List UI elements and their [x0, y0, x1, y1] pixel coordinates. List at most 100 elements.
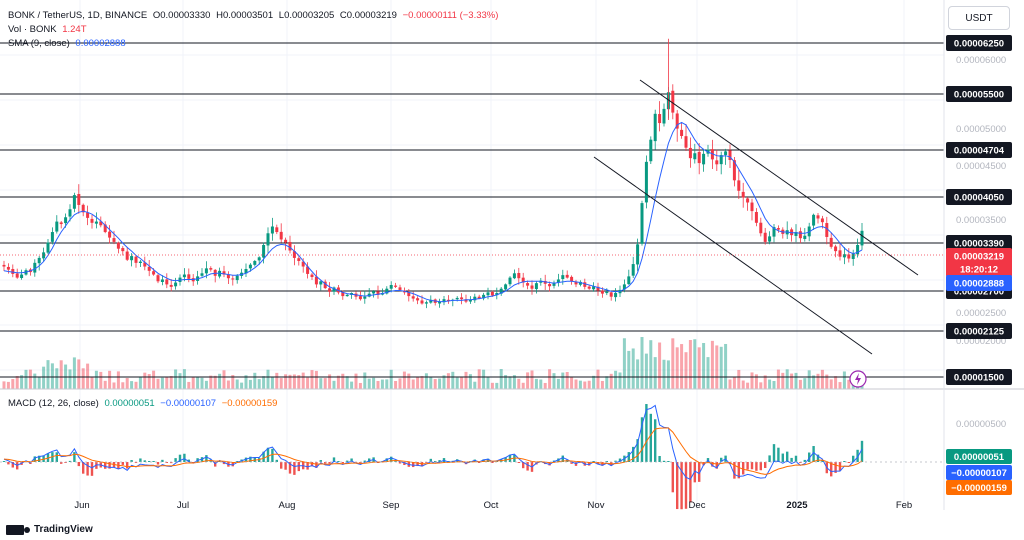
volume-bar: [99, 371, 103, 389]
level-label: 0.00005500: [954, 90, 1004, 101]
volume-bar: [812, 375, 816, 389]
macd-histogram-bar: [2, 461, 6, 462]
macd-histogram-bar: [403, 462, 406, 466]
volume-bar: [367, 378, 371, 389]
volume-bar: [622, 338, 626, 389]
volume-bar: [121, 382, 125, 389]
volume-bar: [675, 347, 679, 389]
candle-body: [156, 275, 160, 282]
lightning-icon[interactable]: [849, 370, 867, 388]
macd-histogram-bar: [319, 460, 322, 462]
signal-legend-value: −0.00000107: [160, 398, 217, 409]
volume-bar: [658, 342, 662, 389]
candle-body: [222, 271, 226, 275]
candle-body: [2, 264, 6, 267]
volume-bar: [556, 378, 560, 389]
volume-bar: [530, 370, 534, 389]
symbol-name[interactable]: BONK / TetherUS, 1D, BINANCE: [8, 10, 148, 21]
macd-histogram-bar: [812, 446, 815, 462]
volume-bar: [662, 359, 666, 389]
candle-body: [684, 136, 688, 148]
volume-label[interactable]: Vol · BONK: [8, 24, 57, 35]
candle-body: [138, 261, 142, 263]
candle-body: [675, 113, 679, 129]
volume-bar: [702, 342, 706, 389]
candle-body: [548, 284, 552, 287]
candle-body: [385, 288, 389, 294]
candle-body: [614, 293, 618, 298]
candle-body: [68, 209, 72, 217]
volume-bar: [196, 376, 200, 389]
volume-bar: [209, 375, 213, 389]
sma-label[interactable]: SMA (9, close): [8, 38, 70, 49]
macd-histogram-bar: [271, 448, 274, 462]
macd-histogram-bar: [183, 453, 186, 462]
candle-body: [534, 283, 538, 290]
tradingview-logo[interactable]: TradingView: [6, 524, 93, 535]
close-value: C0.00003219: [339, 10, 397, 21]
macd-histogram-bar: [614, 460, 617, 462]
time-tick-label: Jul: [177, 500, 189, 511]
macd-label[interactable]: MACD (12, 26, close): [8, 398, 99, 409]
volume-bar: [552, 373, 556, 389]
macd-histogram-bar: [280, 462, 283, 469]
candle-body: [416, 298, 420, 301]
volume-bar: [363, 372, 367, 389]
candle-body: [561, 275, 565, 280]
candle-body: [640, 203, 644, 244]
volume-bar: [50, 363, 54, 389]
macd-histogram-bar: [262, 451, 265, 462]
volume-bar: [521, 382, 525, 389]
macd-histogram-bar: [7, 462, 10, 465]
volume-bar: [187, 381, 191, 389]
macd-histogram-bar: [522, 462, 525, 469]
volume-bar: [116, 371, 120, 389]
volume-bar: [11, 379, 15, 389]
volume-bar: [2, 381, 6, 389]
currency-button[interactable]: USDT: [948, 6, 1010, 30]
candle-body: [42, 252, 46, 259]
volume-bar: [517, 378, 521, 389]
volume-bar: [666, 360, 670, 389]
macd-histogram-bar: [134, 462, 138, 463]
volume-bar: [600, 380, 604, 389]
macd-histogram-bar: [790, 457, 793, 462]
candle-body: [244, 268, 248, 274]
candle-body: [165, 279, 169, 285]
macd-histogram-bar: [834, 462, 837, 473]
macd-histogram-bar: [482, 459, 485, 462]
macd-histogram-bar: [434, 461, 437, 462]
candle-body: [803, 235, 807, 239]
candle-body: [116, 242, 120, 249]
candle-body: [424, 302, 428, 304]
volume-bar: [46, 360, 50, 389]
candle-body: [279, 231, 283, 240]
macd-histogram-bar: [244, 457, 248, 462]
macd-histogram-bar: [368, 458, 371, 462]
candle-body: [688, 147, 692, 159]
candle-body: [363, 296, 367, 299]
macd-histogram-bar: [799, 462, 802, 463]
candle-body: [209, 268, 213, 270]
candle-body: [636, 244, 640, 265]
macd-histogram-bar: [645, 404, 648, 462]
candle-body: [658, 114, 662, 124]
candle-body: [174, 282, 178, 287]
volume-bar: [838, 382, 842, 389]
volume-bar: [226, 380, 230, 389]
volume-bar: [292, 374, 296, 389]
macd-histogram-bar: [130, 460, 133, 462]
change-value: −0.00000111 (−3.33%): [402, 10, 499, 21]
macd-histogram-bar: [266, 447, 270, 462]
level-label-box: [946, 369, 1012, 385]
hist-value-label-box: [946, 480, 1012, 495]
volume-bar: [614, 370, 618, 389]
macd-histogram-bar: [755, 462, 758, 471]
open-value: O0.00003330: [152, 10, 211, 21]
macd-histogram-bar: [86, 462, 89, 476]
macd-histogram-bar: [156, 462, 160, 465]
candle-body: [11, 269, 15, 274]
volume-bar: [486, 377, 490, 389]
candle-body: [627, 276, 631, 285]
